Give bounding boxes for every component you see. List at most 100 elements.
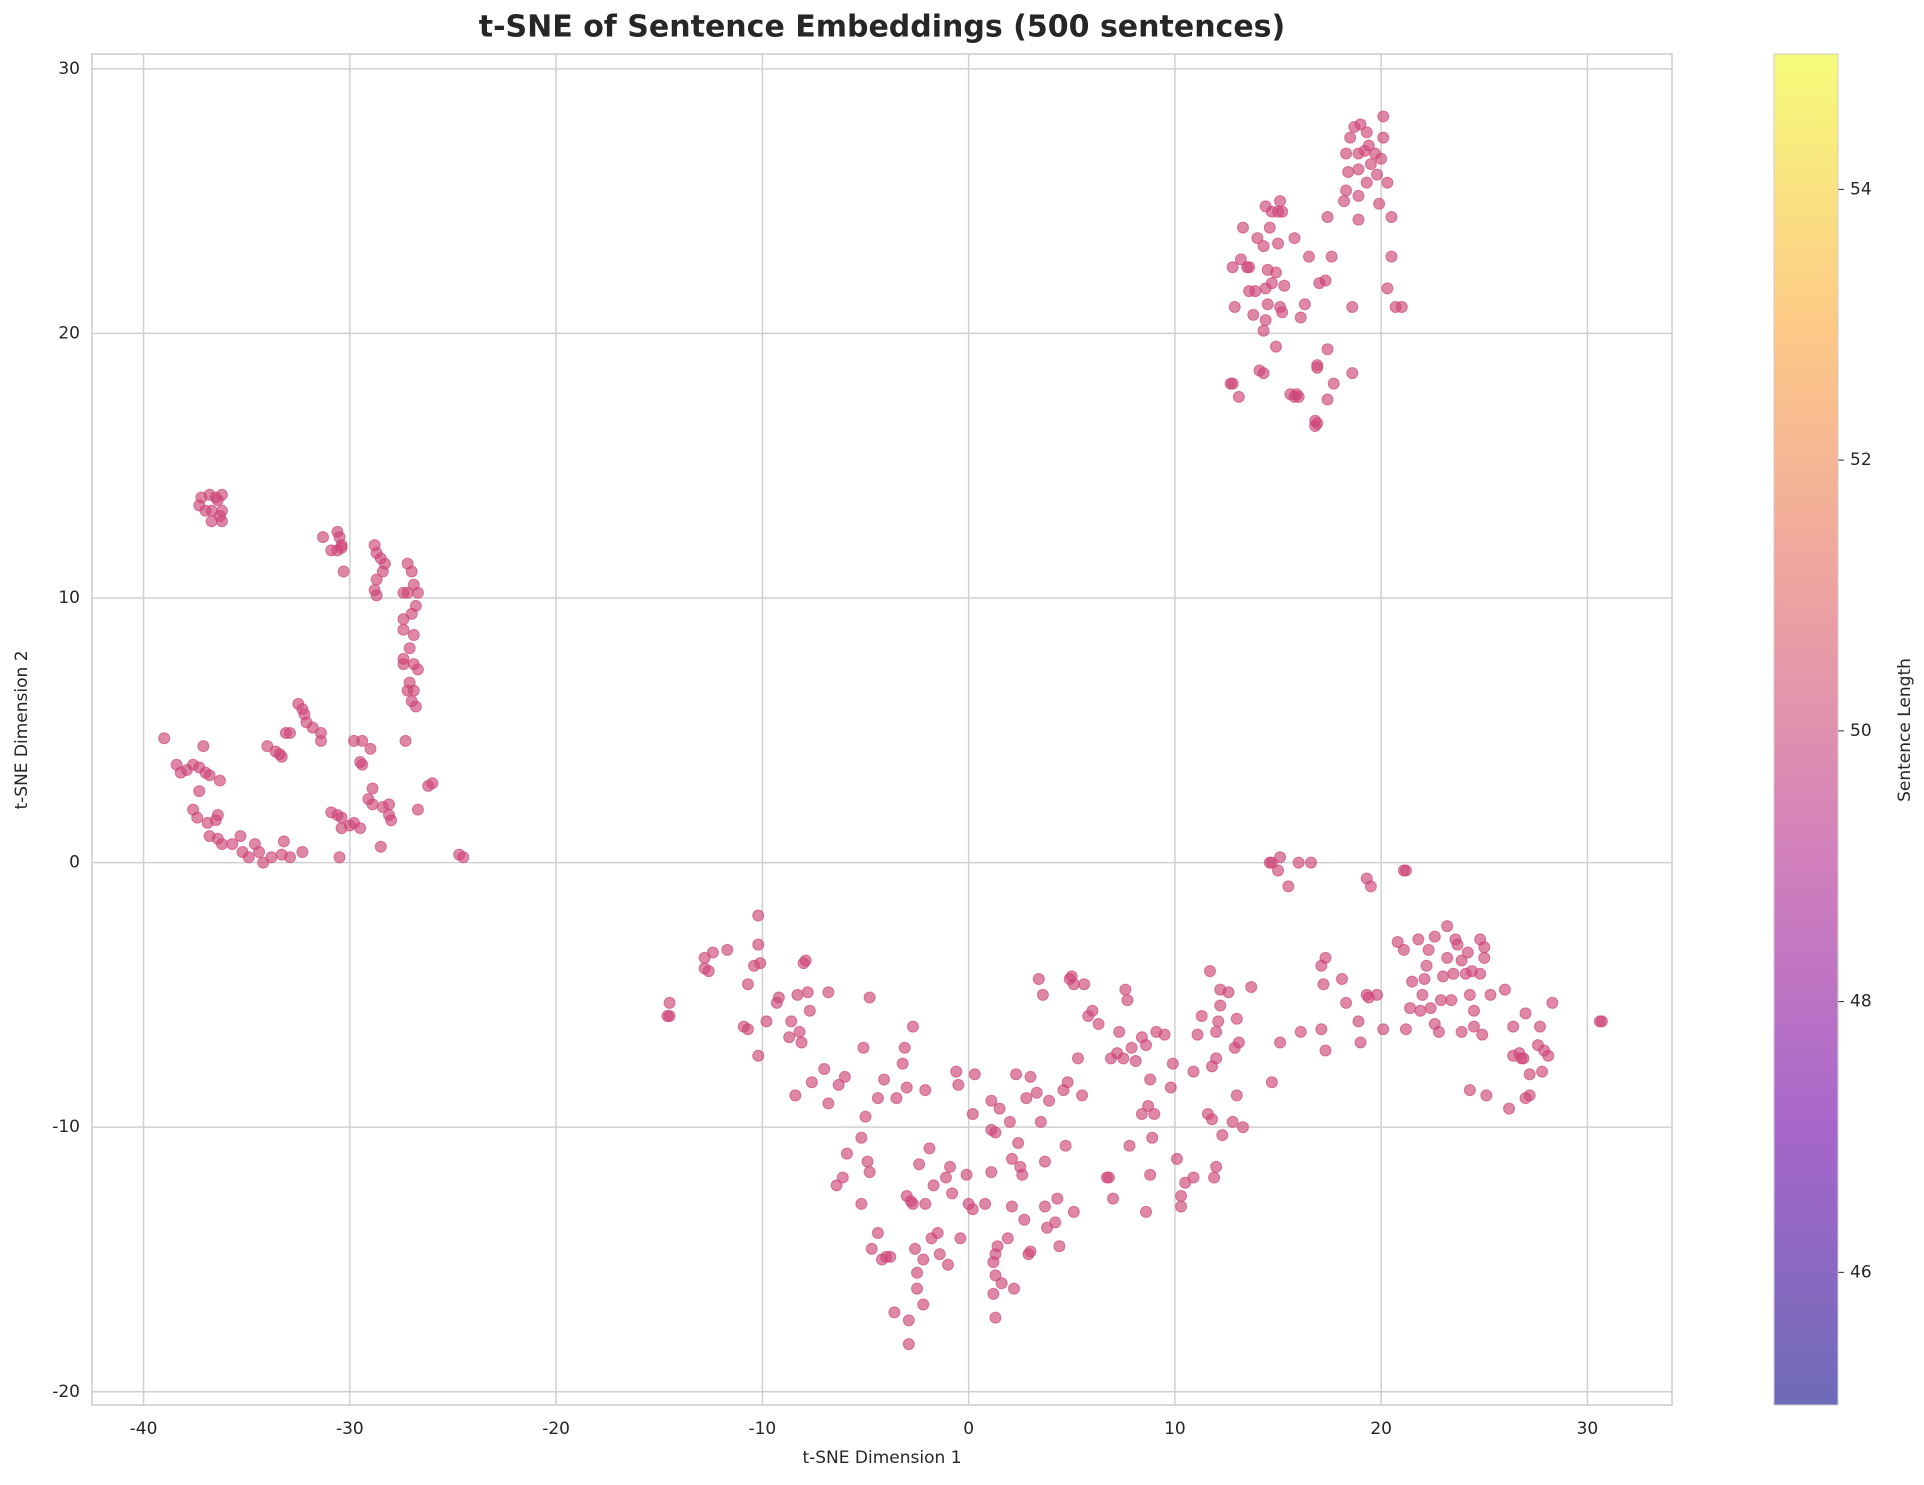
point	[1319, 1044, 1332, 1057]
point	[1140, 1039, 1153, 1052]
point	[284, 851, 297, 864]
point	[1445, 994, 1458, 1007]
point	[909, 1242, 922, 1255]
point	[1203, 965, 1216, 978]
point	[795, 1036, 808, 1049]
point	[1288, 232, 1301, 245]
point	[783, 1031, 796, 1044]
point	[407, 629, 420, 642]
point	[1441, 951, 1454, 964]
x-tick-label: 10	[1164, 1419, 1186, 1439]
point	[1546, 996, 1559, 1009]
point	[397, 658, 410, 671]
point	[1049, 1216, 1062, 1229]
point	[1282, 880, 1295, 893]
point	[1166, 1057, 1179, 1070]
point	[890, 1092, 903, 1105]
point	[1542, 1049, 1555, 1062]
point	[1051, 1192, 1064, 1205]
point	[1274, 851, 1287, 864]
point	[1086, 1004, 1099, 1017]
point	[1125, 1041, 1138, 1054]
point	[968, 1068, 981, 1081]
point	[754, 957, 767, 970]
point	[1030, 1086, 1043, 1099]
point	[1144, 1168, 1157, 1181]
point	[1416, 988, 1429, 1001]
points	[158, 110, 1608, 1351]
point	[1352, 213, 1365, 226]
y-tick-label: 0	[69, 853, 80, 873]
point	[1364, 158, 1377, 171]
point	[1311, 361, 1324, 374]
point	[1257, 367, 1270, 380]
point	[1232, 1036, 1245, 1049]
point	[1373, 197, 1386, 210]
point	[989, 1269, 1002, 1282]
point	[397, 623, 410, 636]
point	[1076, 1089, 1089, 1102]
point	[1187, 1171, 1200, 1184]
point	[1067, 978, 1080, 991]
point	[1257, 240, 1270, 253]
point	[1294, 1025, 1307, 1038]
point	[1123, 1139, 1136, 1152]
point	[832, 1078, 845, 1091]
point	[1175, 1189, 1188, 1202]
point	[1498, 983, 1511, 996]
point	[1523, 1068, 1536, 1081]
point	[1478, 951, 1491, 964]
point	[1018, 1213, 1031, 1226]
point	[760, 1015, 773, 1028]
point	[1236, 1121, 1249, 1134]
point	[906, 1020, 919, 1033]
point	[1012, 1137, 1025, 1150]
point	[1216, 1129, 1229, 1142]
point	[1043, 1094, 1056, 1107]
point	[364, 742, 377, 755]
point	[1129, 1055, 1142, 1068]
point	[721, 943, 734, 956]
point	[1292, 856, 1305, 869]
point	[1222, 986, 1235, 999]
point	[1226, 377, 1239, 390]
point	[366, 798, 379, 811]
point	[942, 1258, 955, 1271]
point	[1135, 1107, 1148, 1120]
y-tick-label: 20	[58, 323, 80, 343]
point	[1170, 1152, 1183, 1165]
point	[702, 965, 715, 978]
point	[884, 1250, 897, 1263]
point	[863, 1166, 876, 1179]
point	[1325, 250, 1338, 263]
point	[399, 734, 412, 747]
point	[1278, 279, 1291, 292]
point	[1265, 277, 1278, 290]
point	[1441, 920, 1454, 933]
point	[356, 758, 369, 771]
point	[840, 1147, 853, 1160]
point	[1148, 1107, 1161, 1120]
point	[785, 1015, 798, 1028]
point	[1340, 147, 1353, 160]
colorbar-tick-label: 54	[1850, 179, 1872, 199]
point	[1517, 1052, 1530, 1065]
point	[1474, 967, 1487, 980]
point	[1352, 163, 1365, 176]
point	[741, 978, 754, 991]
point	[1005, 1152, 1018, 1165]
point	[911, 1266, 924, 1279]
point	[1164, 1081, 1177, 1094]
point	[789, 1089, 802, 1102]
point	[215, 838, 228, 851]
point	[1321, 343, 1334, 356]
point	[296, 846, 309, 859]
point	[1476, 1028, 1489, 1041]
point	[917, 1298, 930, 1311]
point	[385, 814, 398, 827]
point	[950, 1065, 963, 1078]
point	[1061, 1076, 1074, 1089]
point	[931, 1227, 944, 1240]
point	[1230, 1089, 1243, 1102]
